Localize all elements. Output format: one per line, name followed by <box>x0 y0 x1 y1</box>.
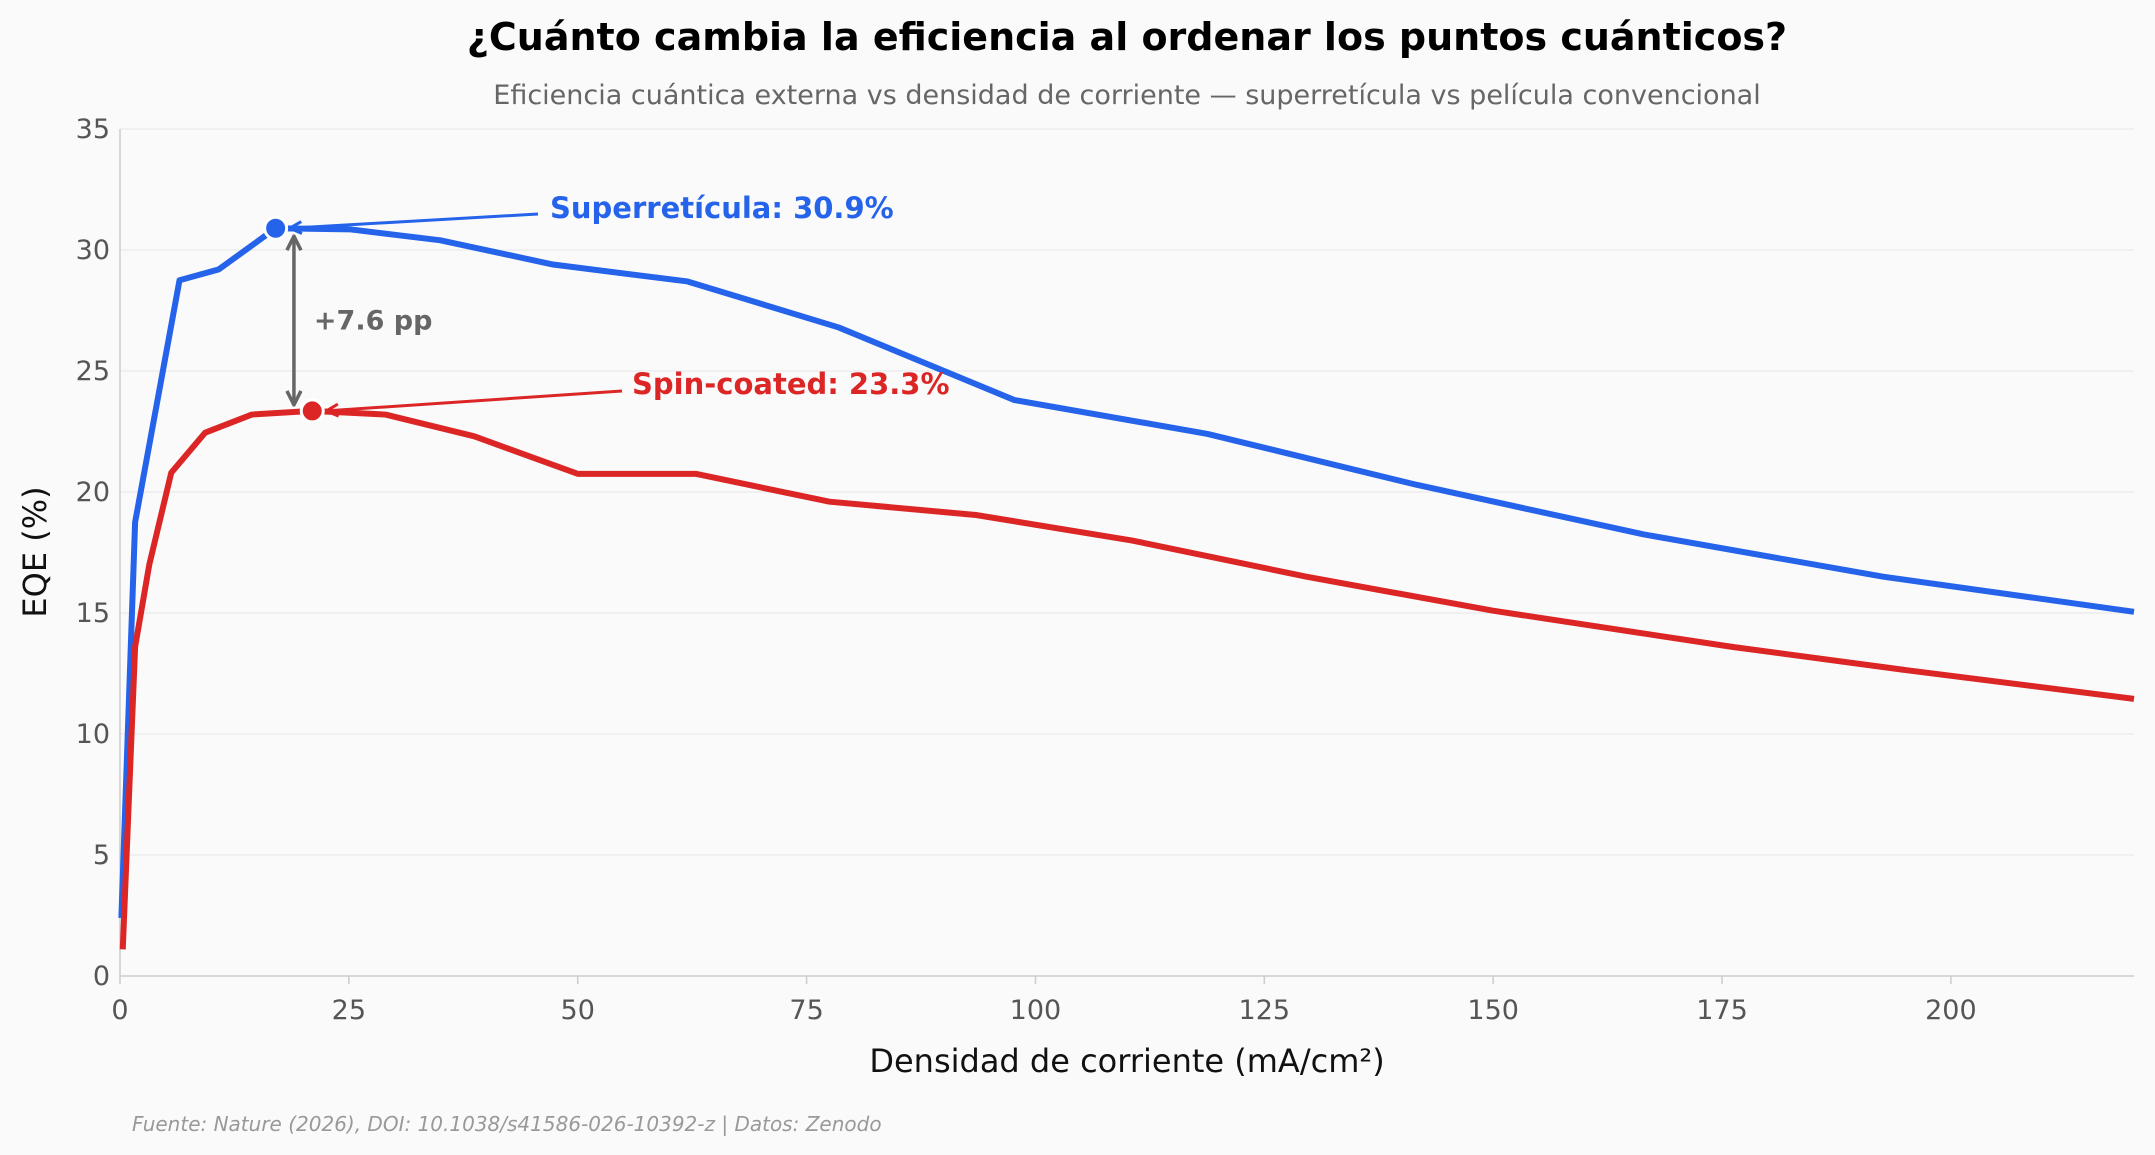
x-tick-label: 150 <box>1467 995 1519 1026</box>
x-tick-label: 50 <box>561 995 595 1026</box>
chart-title: ¿Cuánto cambia la eficiencia al ordenar … <box>467 15 1787 59</box>
series-line-0 <box>118 225 2135 919</box>
x-tick-label: 0 <box>111 995 128 1026</box>
x-tick-label: 100 <box>1010 995 1062 1026</box>
series-line-1 <box>119 407 2135 950</box>
annotations: +7.6 pp Superretícula: 30.9% Spin-coated… <box>263 191 950 424</box>
y-tick-label: 20 <box>76 477 110 508</box>
blue-peak-label: Superretícula: 30.9% <box>550 191 894 225</box>
x-axis-label: Densidad de corriente (mA/cm²) <box>869 1042 1384 1080</box>
blue-peak-arrow <box>290 212 539 228</box>
y-tick-label: 5 <box>93 840 110 871</box>
x-tick-label: 125 <box>1239 995 1291 1026</box>
y-tick-label: 35 <box>76 114 110 145</box>
gridlines <box>120 128 2134 856</box>
x-tick-label: 25 <box>332 995 366 1026</box>
y-tick-label: 30 <box>76 235 110 266</box>
y-axis-label: EQE (%) <box>16 486 54 617</box>
x-tick-label: 175 <box>1696 995 1748 1026</box>
red-peak-marker <box>299 398 325 424</box>
blue-peak-marker <box>263 215 289 241</box>
tick-labels: 0 5 10 15 20 25 30 35 0 25 50 75 100 125 150 175 200 <box>76 114 1977 1026</box>
x-tick-label: 200 <box>1925 995 1977 1026</box>
footnote: Fuente: Nature (2026), DOI: 10.1038/s415… <box>132 1112 882 1136</box>
chart-subtitle: Eficiencia cuántica externa vs densidad … <box>493 80 1760 111</box>
y-tick-label: 25 <box>76 356 110 387</box>
y-tick-label: 0 <box>93 961 110 992</box>
x-tick-label: 75 <box>789 995 823 1026</box>
red-peak-arrow <box>326 389 623 411</box>
series-lines <box>118 225 2135 950</box>
y-tick-label: 10 <box>76 719 110 750</box>
y-tick-label: 15 <box>76 598 110 629</box>
gap-label: +7.6 pp <box>314 306 433 337</box>
red-peak-label: Spin-coated: 23.3% <box>632 367 950 401</box>
